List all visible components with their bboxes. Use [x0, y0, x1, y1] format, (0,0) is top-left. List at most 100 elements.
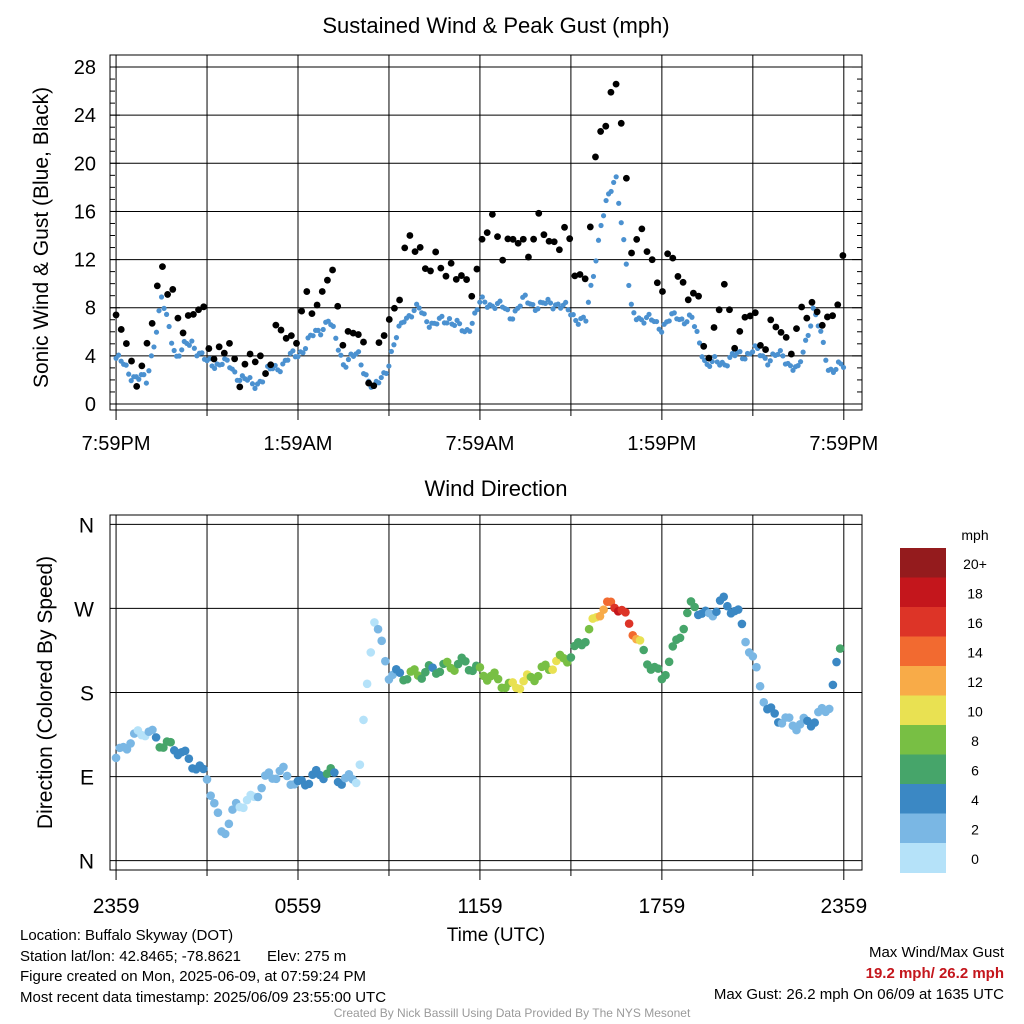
direction-point	[810, 718, 819, 727]
wind-point	[444, 320, 450, 326]
colorbar-swatch	[900, 548, 946, 578]
wind-point	[542, 300, 549, 307]
gust-point	[241, 360, 249, 368]
gust-point	[339, 341, 347, 349]
wind-point	[189, 338, 195, 344]
gust-point	[757, 342, 764, 349]
gust-point	[298, 307, 306, 315]
gust-point	[427, 267, 434, 275]
colorbar-label: 10	[967, 704, 983, 720]
direction-point	[184, 754, 194, 763]
station-info: Location: Buffalo Skyway (DOT) Station l…	[20, 926, 386, 1008]
gust-point	[370, 382, 378, 390]
wind-point	[510, 316, 516, 322]
colorbar-swatch	[900, 754, 946, 785]
direction-point	[515, 684, 525, 694]
wind-point	[414, 301, 420, 307]
direction-point	[180, 746, 190, 756]
wind-point	[479, 294, 485, 300]
gust-point	[262, 370, 269, 377]
wind-point	[302, 346, 309, 352]
wind-point	[146, 368, 152, 374]
direction-point	[450, 666, 459, 675]
wind-point	[600, 213, 607, 219]
latlon-text: Station lat/lon: 42.8465; -78.8621	[20, 947, 242, 965]
gust-point	[731, 344, 739, 352]
direction-point	[595, 611, 605, 621]
gust-point	[220, 349, 228, 357]
direction-point	[635, 636, 645, 645]
direction-point	[755, 681, 765, 691]
direction-point	[279, 762, 288, 772]
direction-point	[202, 775, 212, 784]
wind-point	[318, 332, 324, 338]
gust-point	[468, 292, 476, 300]
max-title: Max Wind/Max Gust	[868, 944, 1004, 961]
colorbar-label: 8	[971, 733, 979, 749]
gust-point	[365, 379, 373, 387]
y-axis-label: Sonic Wind & Gust (Blue, Black)	[30, 87, 53, 388]
wind-point	[224, 357, 230, 363]
y-tick-label: N	[79, 851, 94, 874]
y-tick-label: 12	[74, 250, 96, 272]
x-tick-label: 0559	[275, 895, 322, 918]
direction-point	[664, 657, 674, 667]
direction-point	[453, 659, 463, 669]
wind-point	[388, 348, 394, 355]
wind-point	[285, 357, 291, 363]
direction-point	[548, 665, 558, 674]
gust-point	[576, 271, 584, 278]
direction-point	[355, 760, 365, 770]
direction-point	[461, 656, 470, 666]
wind-point	[580, 314, 586, 320]
wind-point	[439, 313, 445, 319]
gust-point	[540, 231, 548, 239]
gust-point	[344, 327, 352, 335]
wind-point	[727, 354, 733, 360]
direction-point	[712, 607, 721, 617]
colorbar-label: 4	[971, 792, 979, 808]
direction-point	[679, 624, 689, 634]
gust-point	[597, 128, 605, 135]
wind-point	[310, 333, 316, 339]
wind-point	[401, 319, 407, 325]
gust-point	[184, 312, 192, 319]
gust-point	[612, 80, 620, 88]
gust-point	[504, 235, 512, 243]
colorbar-unit: mph	[961, 527, 988, 543]
x-tick-label: 1759	[639, 895, 686, 918]
gust-point	[458, 272, 465, 279]
wind-point	[530, 301, 536, 308]
direction-point	[675, 633, 685, 643]
gust-point	[550, 238, 558, 246]
x-tick-label: 7:59AM	[445, 433, 514, 455]
wind-point	[171, 347, 177, 354]
wind-point	[343, 364, 349, 370]
wind-point	[426, 324, 432, 330]
wind-point	[166, 323, 172, 330]
gust-point	[793, 325, 800, 333]
gust-point	[803, 314, 811, 322]
gust-point	[437, 264, 445, 272]
gust-point	[674, 273, 682, 280]
wind-point	[416, 305, 422, 311]
gust-point	[818, 321, 826, 329]
wind-point	[823, 357, 829, 363]
wind-point	[482, 299, 488, 305]
gust-point	[205, 345, 213, 352]
wind-point	[393, 334, 400, 341]
gust-point	[808, 298, 816, 306]
direction-point	[366, 648, 376, 657]
x-tick-label: 1159	[457, 895, 502, 918]
wind-point	[247, 374, 253, 381]
gust-point	[267, 361, 275, 369]
direction-point	[624, 619, 634, 628]
gust-point	[628, 249, 635, 257]
wind-point	[391, 342, 397, 348]
wind-point	[583, 318, 589, 324]
gust-point	[514, 239, 522, 247]
gust-point	[777, 328, 785, 336]
gust-point	[432, 248, 440, 256]
chart-title: Wind Direction	[424, 476, 567, 501]
